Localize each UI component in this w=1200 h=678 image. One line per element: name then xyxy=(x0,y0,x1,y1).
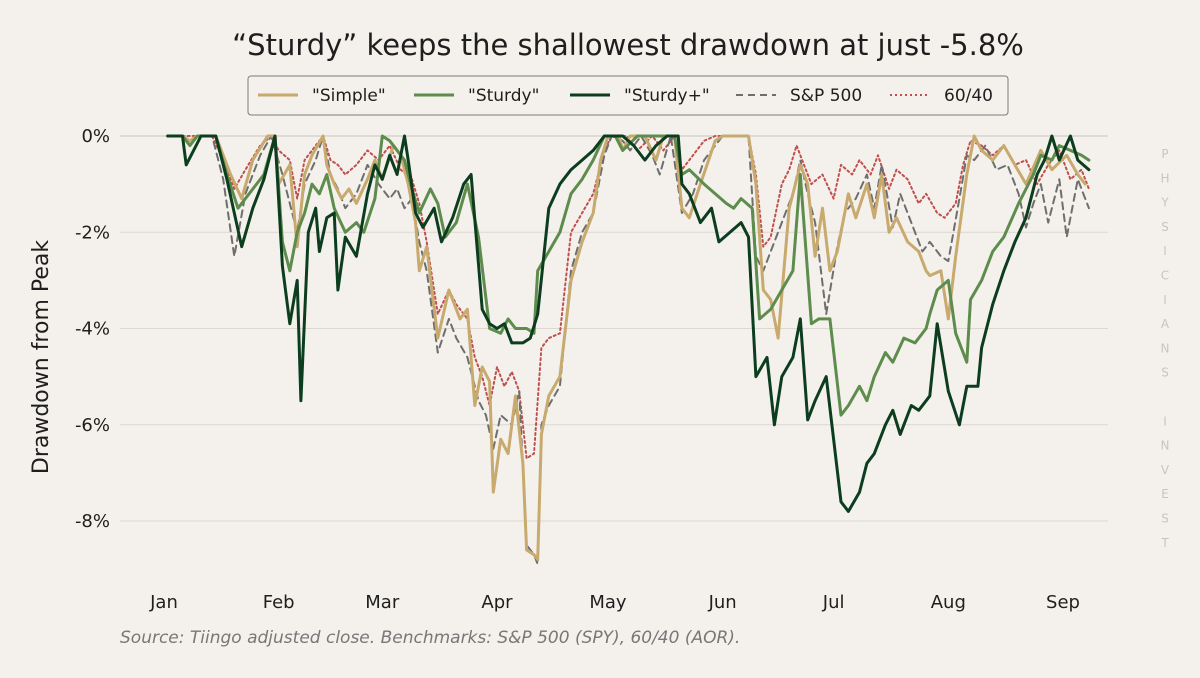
x-tick-label: Jul xyxy=(822,592,845,613)
x-axis-ticks: Jan Feb Mar Apr May Jun Jul Aug Sep xyxy=(149,592,1080,613)
legend: "Simple" "Sturdy" "Sturdy+" S&P 500 60/40 xyxy=(247,75,1009,116)
watermark-letter: A xyxy=(1161,317,1170,331)
y-axis-ticks: 0% -2% -4% -6% -8% xyxy=(75,126,110,532)
watermark-letter: V xyxy=(1161,463,1170,477)
x-tick-label: Aug xyxy=(931,592,966,613)
watermark-letter: T xyxy=(1160,536,1169,550)
x-tick-label: Sep xyxy=(1046,592,1080,613)
y-tick-label: -8% xyxy=(75,511,110,532)
y-tick-label: -2% xyxy=(75,222,110,243)
y-tick-label: -4% xyxy=(75,319,110,340)
x-tick-label: Feb xyxy=(263,592,295,613)
watermark-letter: Y xyxy=(1160,196,1169,210)
legend-label: "Sturdy" xyxy=(468,86,539,106)
series-line xyxy=(166,134,1091,513)
watermark-letter: I xyxy=(1163,293,1167,307)
y-tick-label: -6% xyxy=(75,415,110,436)
watermark-letter: S xyxy=(1161,220,1169,234)
y-tick-label: 0% xyxy=(81,126,110,147)
watermark-letter: S xyxy=(1161,366,1169,380)
x-tick-label: Apr xyxy=(481,592,513,613)
chart-title: “Sturdy” keeps the shallowest drawdown a… xyxy=(232,28,1024,62)
legend-label: "Sturdy+" xyxy=(624,86,710,106)
x-tick-label: Mar xyxy=(365,592,400,613)
x-tick-label: Jan xyxy=(149,592,178,613)
x-tick-label: Jun xyxy=(708,592,737,613)
legend-label: "Simple" xyxy=(312,86,386,106)
watermark-letter: I xyxy=(1163,414,1167,428)
watermark-letter: H xyxy=(1160,171,1169,185)
watermark-letter: N xyxy=(1161,341,1170,355)
legend-label: S&P 500 xyxy=(790,86,862,106)
watermark-letter: P xyxy=(1161,147,1168,161)
series-line xyxy=(166,135,1090,566)
series-lines xyxy=(166,134,1091,566)
legend-label: 60/40 xyxy=(944,86,993,106)
series-line xyxy=(166,135,1090,460)
watermark-letter: N xyxy=(1161,439,1170,453)
series-line xyxy=(166,134,1087,561)
watermark-letter: S xyxy=(1161,512,1169,526)
watermark-letter: C xyxy=(1161,269,1169,283)
watermark-letter: I xyxy=(1163,244,1167,258)
y-axis-label: Drawdown from Peak xyxy=(29,240,54,475)
gridlines xyxy=(120,135,1108,522)
x-tick-label: May xyxy=(589,592,627,613)
watermark-letter: E xyxy=(1161,487,1169,501)
source-note: Source: Tiingo adjusted close. Benchmark… xyxy=(120,628,740,648)
legend-frame xyxy=(247,75,1009,116)
